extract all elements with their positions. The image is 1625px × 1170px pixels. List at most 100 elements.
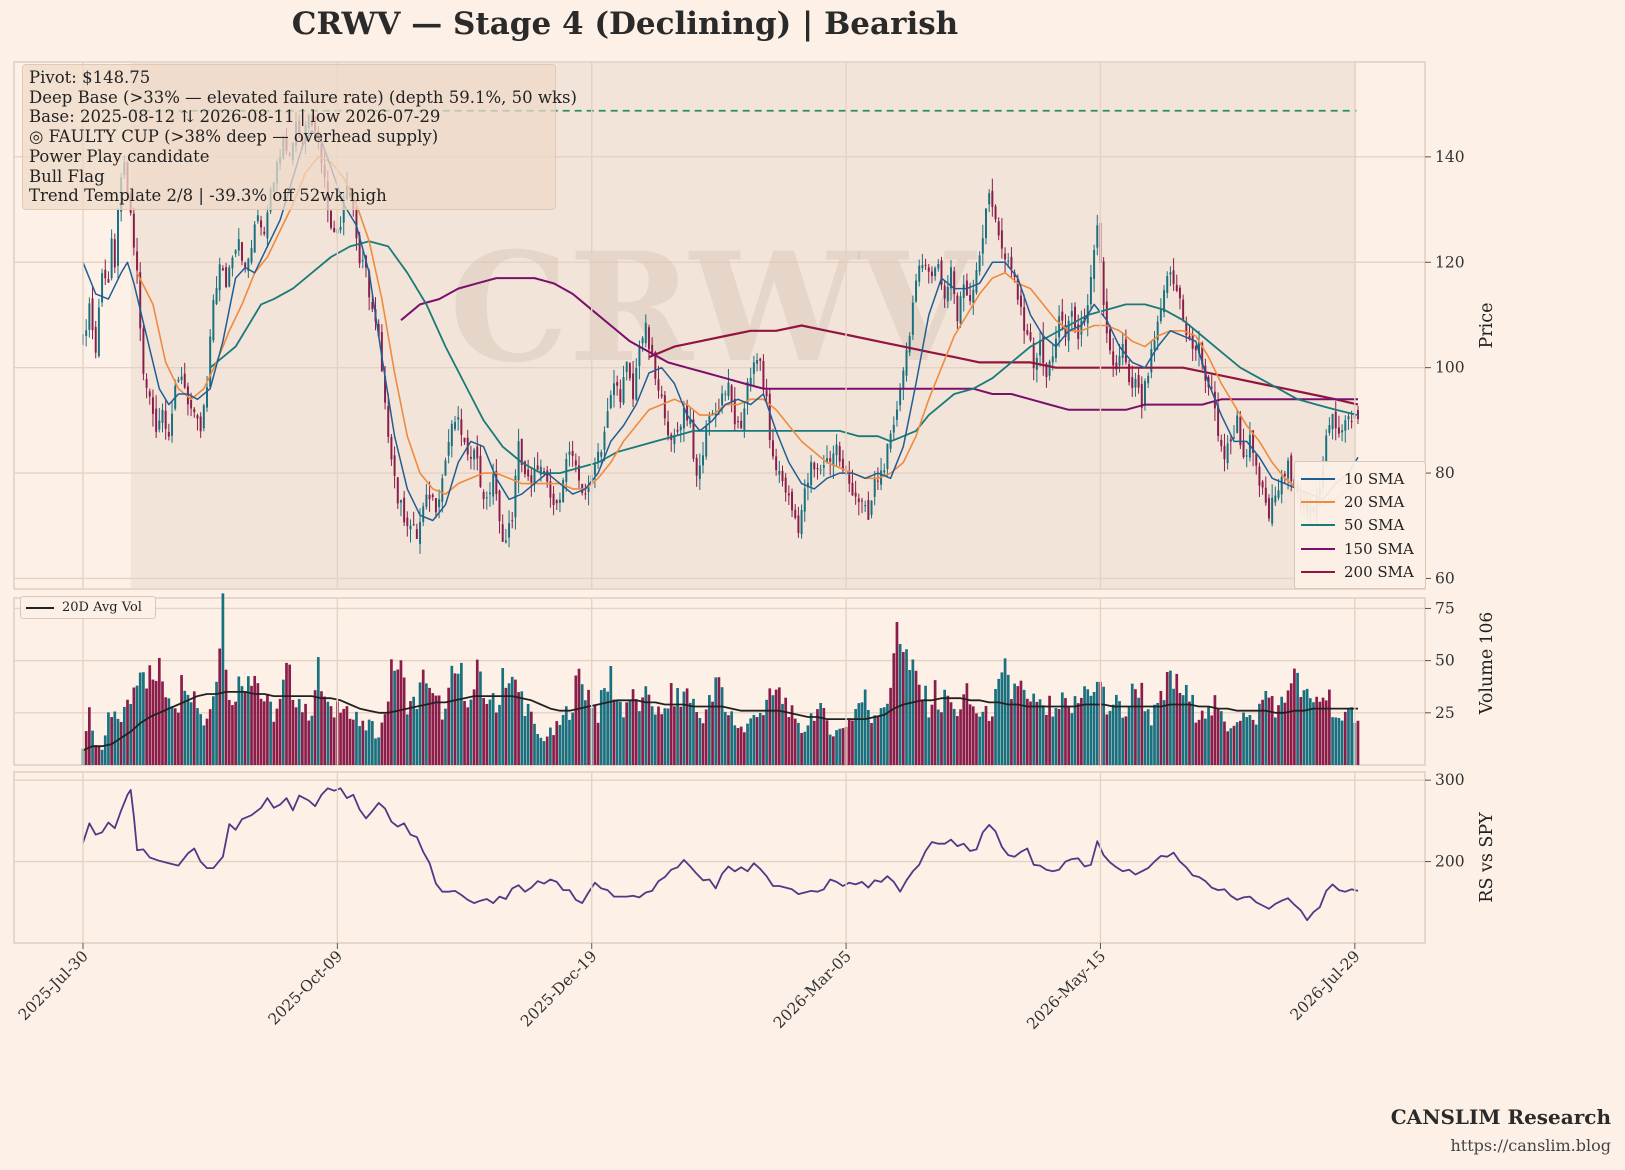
volume-bar [876,716,880,765]
candle-body [568,451,571,455]
volume-bar [161,681,164,765]
candle-body [851,482,854,496]
candle-body [492,474,495,497]
volume-bar [1060,692,1064,765]
candle-body [1147,375,1150,384]
candle-body [606,411,609,428]
candle-body [727,382,730,396]
candle-body [905,349,908,376]
volume-bar [739,726,743,765]
candle-body [1290,455,1293,482]
x-tick-label: 2026-May-15 [1023,947,1109,1033]
candle-body [199,416,202,432]
volume-bar [641,697,644,765]
volume-bar [873,715,877,765]
candle-body [1191,334,1194,349]
volume-tick-label: 25 [1435,704,1455,722]
volume-bar [1223,721,1226,765]
volume-bar [1041,705,1045,765]
volume-bar [657,706,660,765]
volume-bar [536,734,540,765]
candle-body [816,468,819,470]
candle-body [771,440,774,457]
candle-body [1153,340,1156,350]
volume-bar [717,677,721,765]
volume-bar [733,725,737,765]
candle-body [848,474,851,484]
volume-bar [272,721,276,765]
volume-bar [367,719,371,765]
volume-bar [453,673,457,765]
candle-body [730,385,733,403]
candle-body [1032,343,1035,369]
legend-swatch [1301,547,1335,550]
candle-body [406,517,409,527]
candle-body [1016,279,1019,300]
legend-label: 20D Avg Vol [62,600,142,615]
candle-body [663,395,666,419]
volume-bar [1121,717,1125,765]
candle-body [603,431,606,450]
price-tick-label: 60 [1435,569,1455,587]
volume-bar [1337,717,1341,765]
legend-label: 200 SMA [1344,563,1414,582]
candle-body [555,500,558,504]
candle-body [1283,473,1286,477]
candle-body [969,295,972,302]
volume-bar [418,682,422,765]
candle-body [520,438,523,466]
volume-bar [1089,695,1093,765]
volume-bar [835,730,838,765]
volume-bar [997,678,1001,765]
volume-bar [1111,704,1115,765]
price-frame [13,61,1426,590]
volume-bar [1328,689,1331,765]
candle-body [702,455,704,466]
candle-body [749,377,752,387]
volume-bar [227,700,231,765]
footer-url[interactable]: https://canslim.blog [1450,1136,1611,1155]
candle-body [1026,330,1029,335]
volume-bar [1064,698,1067,765]
volume-bar [364,730,368,765]
candle-body [1239,416,1242,446]
volume-bar [679,706,683,765]
volume-bar [552,735,555,765]
volume-bar [1048,695,1051,765]
volume-bar [224,669,228,765]
candle-body [431,494,434,498]
candle-body [835,444,838,456]
volume-bar [1143,711,1147,765]
volume-bar [361,720,365,765]
candle-body [469,456,472,459]
volume-bar [606,691,609,765]
volume-bar [822,707,826,765]
volume-bar [936,709,940,765]
candle-body [1287,460,1290,479]
volume-bar [851,720,854,765]
volume-bar [971,706,975,765]
volume-bar [771,695,775,765]
candle-body [695,457,698,476]
volume-bar [466,707,470,765]
volume-bar [1293,668,1296,765]
volume-bar [975,713,978,765]
volume-bar [956,716,959,765]
sma200-line [648,324,1359,406]
volume-bar [332,717,336,765]
volume-bar [110,717,113,765]
volume-bar [116,718,120,765]
candle-body [768,393,771,441]
volume-bar [380,722,384,765]
candle-body [1061,311,1064,321]
price-tick-label: 120 [1435,253,1465,271]
candle-body [441,478,444,502]
candle-body [1328,425,1331,433]
volume-bar [250,685,253,765]
candle-body [330,210,332,228]
volume-bar [415,709,419,765]
candle-body [1140,383,1143,408]
volume-bar [682,691,686,765]
candle-body [495,470,498,495]
